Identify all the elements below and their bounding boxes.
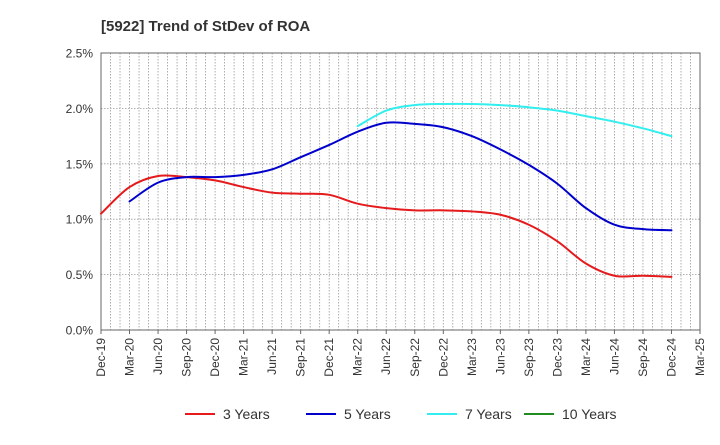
x-tick-label: Sep-22: [408, 338, 422, 377]
x-tick-label: Sep-20: [180, 338, 194, 377]
x-tick-label: Mar-23: [465, 338, 479, 376]
y-tick-label: 1.5%: [66, 157, 94, 171]
x-tick-label: Sep-23: [522, 338, 536, 377]
x-tick-label: Jun-24: [607, 338, 621, 375]
plot-background: [101, 53, 700, 330]
x-tick-label: Dec-19: [94, 338, 108, 377]
x-tick-label: Dec-24: [664, 338, 678, 377]
x-tick-label: Jun-21: [265, 338, 279, 375]
legend-label-3-years: 3 Years: [223, 406, 270, 422]
x-tick-label: Jun-22: [379, 338, 393, 375]
y-tick-label: 0.0%: [66, 324, 94, 338]
y-tick-label: 2.0%: [66, 102, 94, 116]
x-tick-label: Mar-21: [237, 338, 251, 376]
x-tick-label: Sep-21: [294, 338, 308, 377]
x-tick-label: Dec-21: [322, 338, 336, 377]
y-tick-label: 2.5%: [66, 47, 94, 61]
y-tick-label: 1.0%: [66, 213, 94, 227]
x-tick-label: Dec-23: [550, 338, 564, 377]
x-tick-label: Sep-24: [636, 338, 650, 377]
legend-label-10-years: 10 Years: [562, 406, 617, 422]
chart-title: [5922] Trend of StDev of ROA: [101, 18, 310, 35]
y-tick-label: 0.5%: [66, 268, 94, 282]
x-tick-label: Mar-24: [579, 338, 593, 376]
plot-area: 0.0% 0.5% 1.0% 1.5% 2.0% 2.5% Dec-19 Mar-20 Jun-…: [66, 47, 707, 377]
legend-label-7-years: 7 Years: [465, 406, 512, 422]
x-tick-label: Dec-20: [208, 338, 222, 377]
series-line-5-years: [128, 121, 673, 232]
legend: 3 Years 5 Years 7 Years 10 Years: [185, 406, 617, 422]
x-tick-label: Mar-20: [123, 338, 137, 376]
legend-label-5-years: 5 Years: [344, 406, 391, 422]
series-line-7-years: [356, 102, 673, 138]
plot-frame: [100, 52, 701, 331]
x-tick-label: Jun-23: [493, 338, 507, 375]
x-tick-label: Dec-22: [436, 338, 450, 377]
x-tick-label: Mar-22: [351, 338, 365, 376]
series-line-3-years: [100, 174, 673, 278]
x-tick-label: Jun-20: [151, 338, 165, 375]
x-tick-label: Mar-25: [693, 338, 707, 376]
